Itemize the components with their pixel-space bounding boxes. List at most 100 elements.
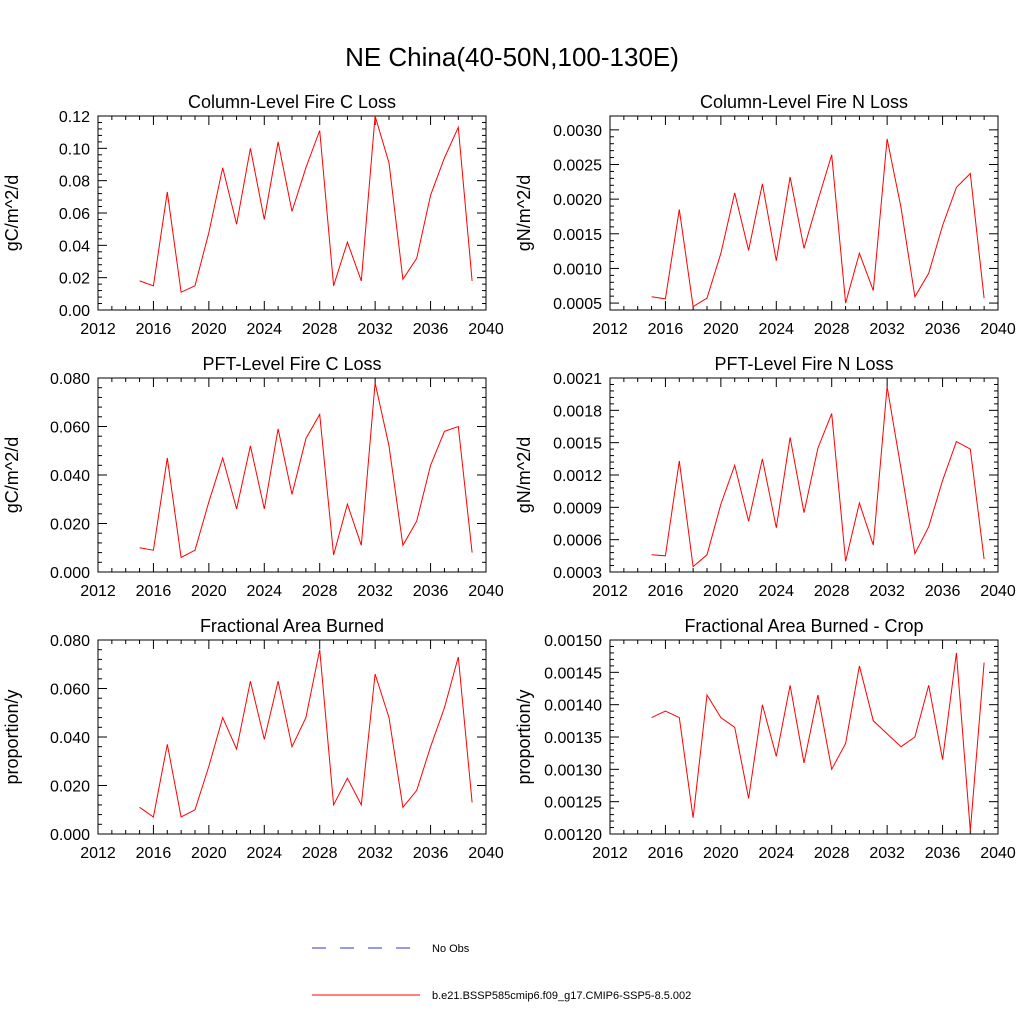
x-tick-label: 2040 — [980, 845, 1016, 862]
x-tick-label: 2040 — [468, 321, 504, 338]
x-tick-label: 2028 — [814, 583, 850, 600]
panel-pft-fire-n-loss: PFT-Level Fire N Loss gN/m^2/d 2012 2016 202… — [514, 354, 1016, 600]
series-line — [139, 115, 473, 293]
x-tick-label: 2016 — [136, 321, 172, 338]
series-line — [139, 649, 473, 818]
series-line — [651, 386, 985, 568]
y-tick-label: 0.0018 — [553, 403, 602, 420]
y-tick-label: 0.0025 — [553, 158, 602, 175]
x-tick-label: 2020 — [191, 583, 227, 600]
y-tick-label: 0.0020 — [553, 192, 602, 209]
panel-column-fire-c-loss: Column-Level Fire C Loss gC/m^2/d 2012 2016… — [2, 92, 504, 338]
x-tick-label: 2028 — [302, 321, 338, 338]
y-tick-label: 0.12 — [59, 109, 90, 126]
x-tick-label: 2036 — [925, 583, 961, 600]
x-tick-label: 2040 — [980, 583, 1016, 600]
x-tick-label: 2032 — [869, 583, 905, 600]
y-tick-label: 0.00140 — [544, 698, 602, 715]
x-tick-label: 2020 — [703, 845, 739, 862]
x-tick-label: 2032 — [357, 845, 393, 862]
x-tick-label: 2024 — [758, 583, 794, 600]
panel-title: Fractional Area Burned — [200, 616, 384, 636]
y-tick-label: 0.0009 — [553, 500, 602, 517]
legend: No Obs b.e21.BSSP585cmip6.f09_g17.CMIP6-… — [312, 943, 691, 1002]
y-axis-label: gC/m^2/d — [2, 175, 22, 251]
plot-frame — [609, 639, 999, 835]
x-tick-label: 2028 — [814, 321, 850, 338]
panel-fractional-area-burned-crop: Fractional Area Burned - Crop proportion/… — [514, 616, 1016, 862]
y-tick-label: 0.080 — [50, 371, 90, 388]
y-tick-label: 0.020 — [50, 779, 90, 796]
y-axis-label: gN/m^2/d — [514, 175, 534, 251]
y-tick-label: 0.10 — [59, 141, 90, 158]
y-axis-label: proportion/y — [2, 689, 22, 784]
y-tick-label: 0.02 — [59, 271, 90, 288]
x-tick-label: 2024 — [758, 321, 794, 338]
x-tick-label: 2016 — [648, 321, 684, 338]
legend-model-label: b.e21.BSSP585cmip6.f09_g17.CMIP6-SSP5-8.… — [432, 990, 691, 1002]
x-tick-label: 2012 — [592, 583, 628, 600]
x-tick-label: 2036 — [413, 583, 449, 600]
y-tick-label: 0.00130 — [544, 762, 602, 779]
figure-title: NE China(40-50N,100-130E) — [345, 42, 679, 72]
x-tick-label: 2012 — [80, 583, 116, 600]
x-tick-label: 2032 — [357, 321, 393, 338]
x-tick-label: 2020 — [703, 583, 739, 600]
y-tick-label: 0.060 — [50, 420, 90, 437]
y-tick-label: 0.08 — [59, 174, 90, 191]
y-tick-label: 0.0015 — [553, 436, 602, 453]
panel-title: Column-Level Fire N Loss — [700, 92, 908, 112]
y-tick-label: 0.00120 — [544, 827, 602, 844]
x-tick-label: 2012 — [592, 321, 628, 338]
y-tick-label: 0.0006 — [553, 533, 602, 550]
y-tick-label: 0.00125 — [544, 795, 602, 812]
x-tick-label: 2024 — [246, 845, 282, 862]
x-tick-label: 2024 — [758, 845, 794, 862]
y-tick-label: 0.0003 — [553, 565, 602, 582]
panel-title: PFT-Level Fire C Loss — [202, 354, 381, 374]
x-tick-label: 2020 — [191, 845, 227, 862]
y-tick-label: 0.04 — [59, 238, 90, 255]
x-tick-label: 2040 — [980, 321, 1016, 338]
panel-title: Column-Level Fire C Loss — [188, 92, 396, 112]
y-tick-label: 0.0012 — [553, 468, 602, 485]
x-tick-label: 2012 — [80, 845, 116, 862]
panel-fractional-area-burned: Fractional Area Burned proportion/y 2012 20… — [2, 616, 504, 862]
x-tick-label: 2032 — [869, 845, 905, 862]
y-tick-label: 0.000 — [50, 565, 90, 582]
y-tick-label: 0.0021 — [553, 371, 602, 388]
x-tick-label: 2036 — [925, 321, 961, 338]
y-tick-label: 0.00150 — [544, 633, 602, 650]
panel-pft-fire-c-loss: PFT-Level Fire C Loss gC/m^2/d 2012 2016 202… — [2, 354, 504, 600]
x-tick-label: 2036 — [925, 845, 961, 862]
panel-title: Fractional Area Burned - Crop — [684, 616, 923, 636]
y-tick-label: 0.06 — [59, 206, 90, 223]
x-tick-label: 2036 — [413, 321, 449, 338]
y-tick-label: 0.040 — [50, 730, 90, 747]
y-tick-label: 0.00 — [59, 303, 90, 320]
series-line — [651, 652, 985, 831]
y-tick-label: 0.020 — [50, 517, 90, 534]
x-tick-label: 2028 — [814, 845, 850, 862]
x-tick-label: 2016 — [136, 845, 172, 862]
y-tick-label: 0.080 — [50, 633, 90, 650]
y-axis-label: gN/m^2/d — [514, 437, 534, 513]
x-tick-label: 2016 — [648, 583, 684, 600]
x-tick-label: 2040 — [468, 583, 504, 600]
x-tick-label: 2036 — [413, 845, 449, 862]
x-tick-label: 2028 — [302, 845, 338, 862]
y-tick-label: 0.0010 — [553, 261, 602, 278]
y-tick-label: 0.000 — [50, 827, 90, 844]
x-tick-label: 2032 — [869, 321, 905, 338]
x-tick-label: 2020 — [191, 321, 227, 338]
plot-frame — [609, 377, 999, 573]
panel-title: PFT-Level Fire N Loss — [714, 354, 893, 374]
y-tick-label: 0.00135 — [544, 730, 602, 747]
y-axis-label: proportion/y — [514, 689, 534, 784]
x-tick-label: 2012 — [592, 845, 628, 862]
x-tick-label: 2020 — [703, 321, 739, 338]
y-tick-label: 0.0030 — [553, 123, 602, 140]
x-tick-label: 2032 — [357, 583, 393, 600]
series-line — [651, 138, 985, 308]
